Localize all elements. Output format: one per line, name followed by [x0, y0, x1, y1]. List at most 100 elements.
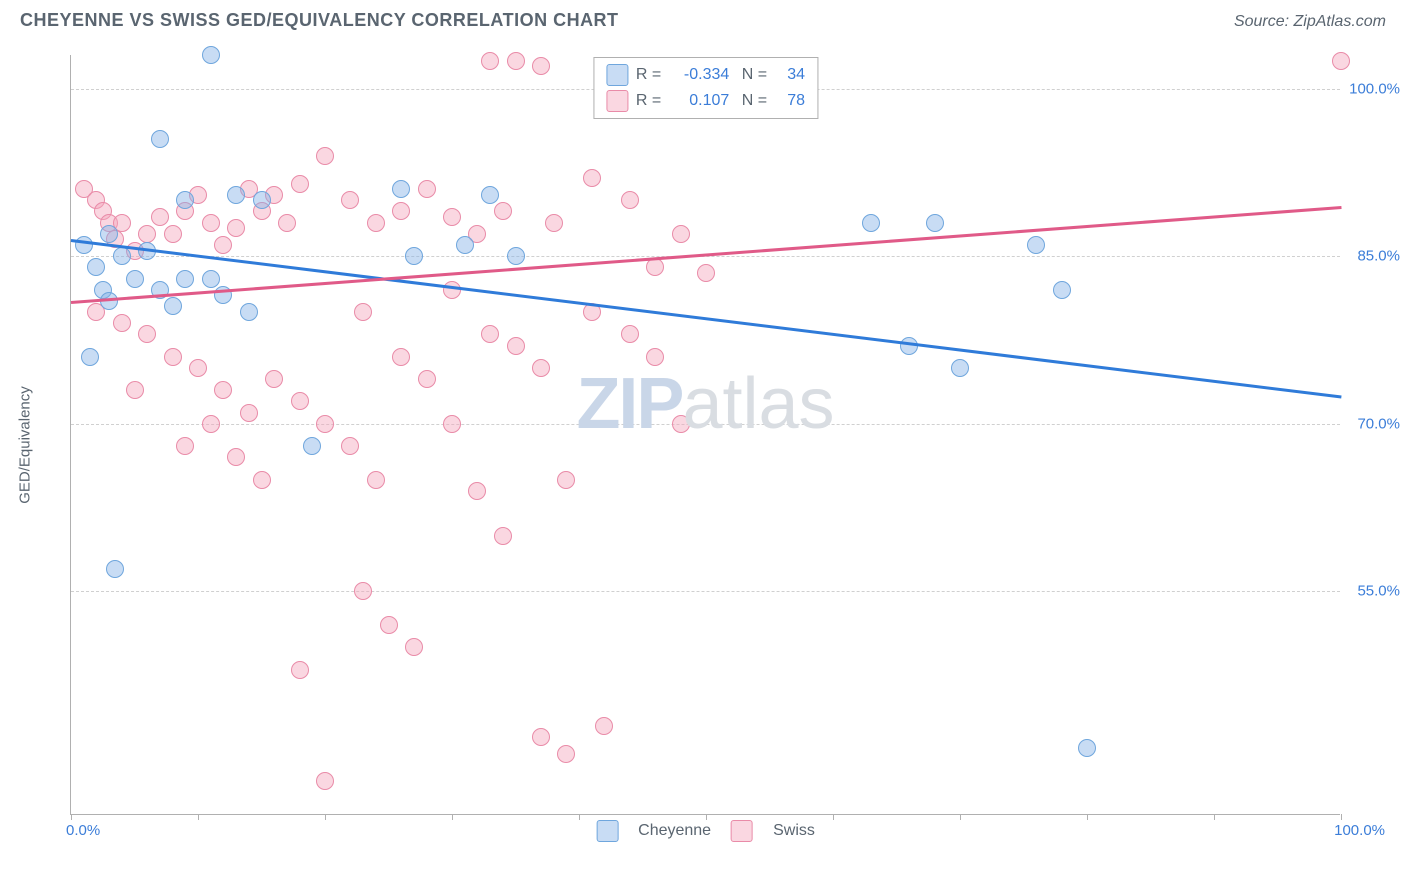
swiss-point	[240, 404, 258, 422]
watermark: ZIPatlas	[576, 363, 834, 445]
watermark-zip: ZIP	[576, 364, 682, 444]
cheyenne-n-value: 34	[775, 66, 805, 84]
swiss-point	[557, 471, 575, 489]
swiss-point	[532, 57, 550, 75]
swiss-point	[621, 325, 639, 343]
r-label: R =	[636, 66, 661, 84]
series-legend: Cheyenne Swiss	[596, 820, 815, 842]
x-tick	[579, 814, 580, 820]
swiss-point	[253, 471, 271, 489]
chart-area: GED/Equivalency ZIPatlas R = -0.334 N = …	[50, 55, 1390, 835]
swiss-point	[481, 325, 499, 343]
source-label: Source: ZipAtlas.com	[1234, 13, 1386, 31]
swiss-point	[595, 717, 613, 735]
swiss-point	[367, 214, 385, 232]
swiss-point	[443, 281, 461, 299]
x-tick	[960, 814, 961, 820]
swiss-point	[138, 325, 156, 343]
cheyenne-point	[126, 270, 144, 288]
gridline	[71, 256, 1340, 257]
cheyenne-point	[1078, 739, 1096, 757]
gridline	[71, 591, 1340, 592]
cheyenne-point	[202, 46, 220, 64]
x-tick	[198, 814, 199, 820]
swiss-point	[151, 208, 169, 226]
correlation-legend: R = -0.334 N = 34 R = 0.107 N = 78	[593, 57, 818, 119]
swiss-point	[392, 202, 410, 220]
x-tick	[1341, 814, 1342, 820]
swiss-point	[291, 392, 309, 410]
cheyenne-point	[1053, 281, 1071, 299]
swiss-point	[532, 359, 550, 377]
swiss-point	[138, 225, 156, 243]
x-max-label: 100.0%	[1334, 822, 1385, 839]
swiss-point	[126, 381, 144, 399]
swiss-point	[164, 225, 182, 243]
y-axis-label: GED/Equivalency	[17, 386, 34, 504]
cheyenne-label: Cheyenne	[638, 822, 711, 840]
swiss-n-value: 78	[775, 92, 805, 110]
chart-title: CHEYENNE VS SWISS GED/EQUIVALENCY CORREL…	[20, 10, 619, 31]
swiss-point	[494, 202, 512, 220]
x-tick	[325, 814, 326, 820]
swiss-point	[278, 214, 296, 232]
cheyenne-point	[456, 236, 474, 254]
plot-box: ZIPatlas R = -0.334 N = 34 R = 0.107 N =…	[70, 55, 1340, 815]
cheyenne-point	[75, 236, 93, 254]
swiss-point	[481, 52, 499, 70]
cheyenne-swatch	[606, 64, 628, 86]
cheyenne-point	[176, 270, 194, 288]
x-tick	[71, 814, 72, 820]
swiss-label: Swiss	[773, 822, 815, 840]
cheyenne-point	[405, 247, 423, 265]
swiss-point	[341, 191, 359, 209]
swiss-point	[646, 258, 664, 276]
cheyenne-r-value: -0.334	[669, 66, 729, 84]
swiss-point	[443, 208, 461, 226]
cheyenne-point	[507, 247, 525, 265]
swiss-point	[646, 348, 664, 366]
swiss-point	[532, 728, 550, 746]
cheyenne-point	[202, 270, 220, 288]
cheyenne-point	[253, 191, 271, 209]
swiss-point	[227, 219, 245, 237]
cheyenne-swatch-bottom	[596, 820, 618, 842]
swiss-r-value: 0.107	[669, 92, 729, 110]
swiss-point	[227, 448, 245, 466]
swiss-point	[202, 415, 220, 433]
swiss-point	[367, 471, 385, 489]
swiss-point	[494, 527, 512, 545]
swiss-point	[621, 191, 639, 209]
swiss-point	[291, 175, 309, 193]
swiss-point	[392, 348, 410, 366]
cheyenne-point	[303, 437, 321, 455]
swiss-point	[468, 482, 486, 500]
gridline	[71, 424, 1340, 425]
y-tick-label: 100.0%	[1349, 80, 1400, 97]
swiss-point	[214, 381, 232, 399]
swiss-point	[354, 582, 372, 600]
swiss-point	[557, 745, 575, 763]
cheyenne-point	[113, 247, 131, 265]
watermark-atlas: atlas	[682, 364, 834, 444]
swiss-point	[176, 437, 194, 455]
x-tick	[452, 814, 453, 820]
swiss-point	[354, 303, 372, 321]
legend-row-cheyenne: R = -0.334 N = 34	[606, 62, 805, 88]
swiss-point	[507, 337, 525, 355]
swiss-point	[316, 772, 334, 790]
legend-row-swiss: R = 0.107 N = 78	[606, 88, 805, 114]
swiss-point	[316, 415, 334, 433]
x-tick	[706, 814, 707, 820]
swiss-point	[1332, 52, 1350, 70]
n-label: N =	[737, 66, 767, 84]
swiss-point	[189, 359, 207, 377]
swiss-swatch	[606, 90, 628, 112]
swiss-point	[418, 180, 436, 198]
cheyenne-point	[862, 214, 880, 232]
swiss-point	[380, 616, 398, 634]
cheyenne-point	[151, 130, 169, 148]
cheyenne-point	[106, 560, 124, 578]
swiss-point	[697, 264, 715, 282]
cheyenne-point	[1027, 236, 1045, 254]
